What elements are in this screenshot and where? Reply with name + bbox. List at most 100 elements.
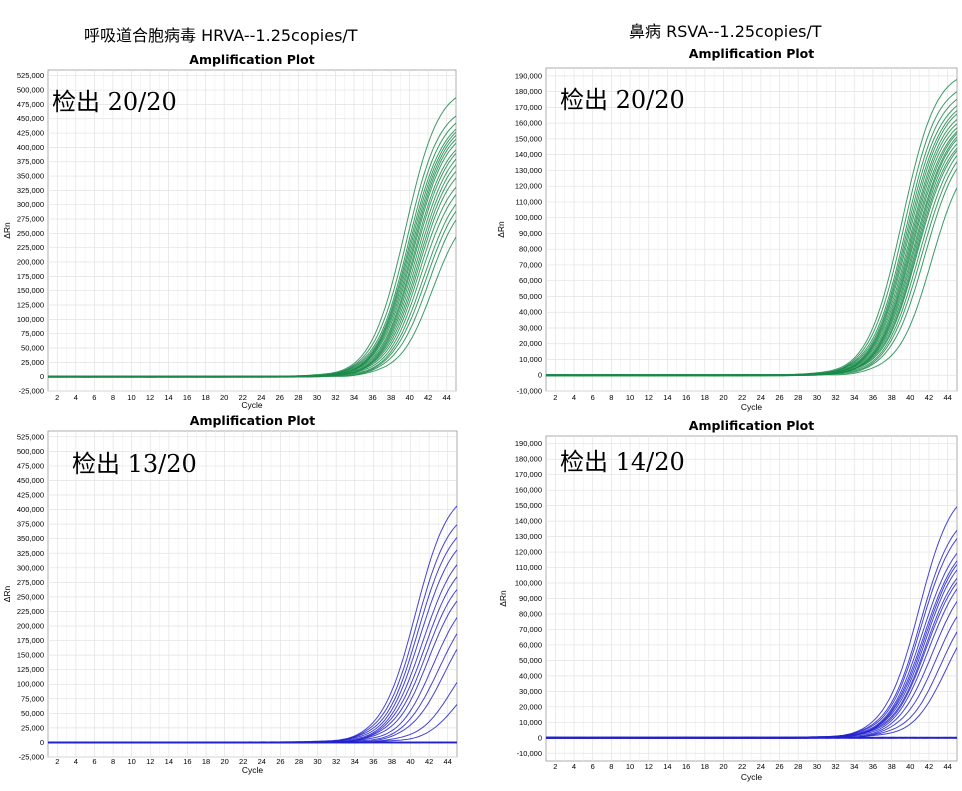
y-tick-label: 325,000 [17,186,44,195]
x-tick-label: 26 [276,757,284,766]
x-tick-label: 2 [553,762,557,771]
amplification-curve [546,736,957,739]
y-tick-label: 400,000 [17,143,44,152]
x-tick-label: 44 [443,393,451,402]
x-tick-label: 44 [943,762,951,771]
x-tick-label: 36 [369,757,377,766]
x-tick-label: 24 [257,393,265,402]
x-tick-label: 4 [572,762,576,771]
x-tick-label: 26 [276,393,284,402]
y-tick-label: 150,000 [17,286,44,295]
x-tick-label: 6 [591,762,595,771]
y-tick-label: 30,000 [519,687,542,696]
curve-group [546,78,957,377]
x-tick-label: 8 [609,393,613,402]
y-axis-label: ΔRn [496,221,506,238]
y-tick-label: 450,000 [17,114,44,123]
x-tick-label: 14 [663,762,671,771]
x-tick-label: 38 [887,393,895,402]
y-tick-label: 40,000 [519,308,542,317]
amplification-curve [48,236,456,378]
y-tick-label: -10,000 [517,749,542,758]
x-tick-label: 34 [351,757,359,766]
y-tick-label: 20,000 [519,339,542,348]
y-tick-label: 0 [538,733,542,742]
y-tick-label: 100,000 [17,680,44,689]
y-tick-label: 70,000 [519,625,542,634]
y-tick-label: 375,000 [17,157,44,166]
y-tick-label: 140,000 [515,150,542,159]
x-tick-label: 12 [645,393,653,402]
x-tick-label: 30 [313,393,321,402]
x-tick-label: 44 [444,757,452,766]
x-tick-label: 18 [701,762,709,771]
y-tick-label: 160,000 [515,486,542,495]
x-tick-label: 22 [738,762,746,771]
y-tick-label: 110,000 [515,197,542,206]
y-tick-label: 300,000 [17,563,44,572]
y-tick-label: 50,000 [519,656,542,665]
x-tick-label: 42 [925,393,933,402]
x-tick-label: 20 [220,393,228,402]
x-tick-label: 28 [294,393,302,402]
x-tick-label: 18 [202,757,210,766]
y-tick-label: 80,000 [519,245,542,254]
x-tick-label: 26 [775,762,783,771]
y-tick-label: 160,000 [515,119,542,128]
x-tick-label: 38 [887,762,895,771]
x-tick-label: 10 [626,762,634,771]
x-tick-label: 30 [813,762,821,771]
x-tick-label: 42 [925,762,933,771]
y-tick-label: 110,000 [515,563,542,572]
y-tick-label: 25,000 [21,723,44,732]
chart-title: Amplification Plot [689,46,814,61]
y-tick-label: 200,000 [17,622,44,631]
x-tick-label: 40 [405,393,413,402]
y-axis-label: ΔRn [2,585,12,602]
y-tick-label: 25,000 [21,358,44,367]
x-tick-label: 16 [682,393,690,402]
y-tick-label: 500,000 [17,447,44,456]
y-tick-label: 10,000 [519,355,542,364]
x-axis-label: Cycle [241,400,263,410]
x-tick-label: 20 [220,757,228,766]
y-tick-label: -10,000 [517,387,542,396]
chart-title: Amplification Plot [190,413,315,428]
x-tick-label: 8 [609,762,613,771]
y-tick-label: 0 [538,371,542,380]
y-tick-label: -25,000 [19,753,44,762]
y-tick-label: 525,000 [17,432,44,441]
x-tick-label: 32 [332,757,340,766]
y-tick-label: 250,000 [17,229,44,238]
y-tick-label: 190,000 [515,71,542,80]
y-tick-label: 80,000 [519,609,542,618]
y-tick-label: 350,000 [17,534,44,543]
x-tick-label: 36 [368,393,376,402]
x-tick-label: 24 [757,762,765,771]
x-tick-label: 42 [425,757,433,766]
y-tick-label: 120,000 [515,182,542,191]
x-axis-label: Cycle [242,765,264,775]
x-tick-label: 14 [165,757,173,766]
y-tick-label: 425,000 [17,491,44,500]
y-axis-label: ΔRn [498,590,508,607]
x-tick-label: 40 [906,762,914,771]
y-tick-label: 475,000 [17,100,44,109]
x-tick-label: 42 [424,393,432,402]
y-tick-label: 90,000 [519,229,542,238]
y-tick-label: 125,000 [17,665,44,674]
y-tick-label: 150,000 [515,501,542,510]
y-axis-label: ΔRn [2,222,12,239]
x-tick-label: 22 [239,757,247,766]
y-tick-label: 60,000 [519,640,542,649]
x-tick-label: 34 [350,393,358,402]
x-tick-label: 10 [626,393,634,402]
chart-4: Amplification Plot -10,000 0 10,000 20,000 30… [498,418,958,782]
amplification-curve [48,741,457,744]
y-tick-label: 30,000 [519,323,542,332]
x-tick-label: 14 [164,393,172,402]
amplification-curve [546,187,957,377]
y-tick-label: 500,000 [17,86,44,95]
x-tick-label: 40 [906,393,914,402]
y-tick-label: 100,000 [17,315,44,324]
